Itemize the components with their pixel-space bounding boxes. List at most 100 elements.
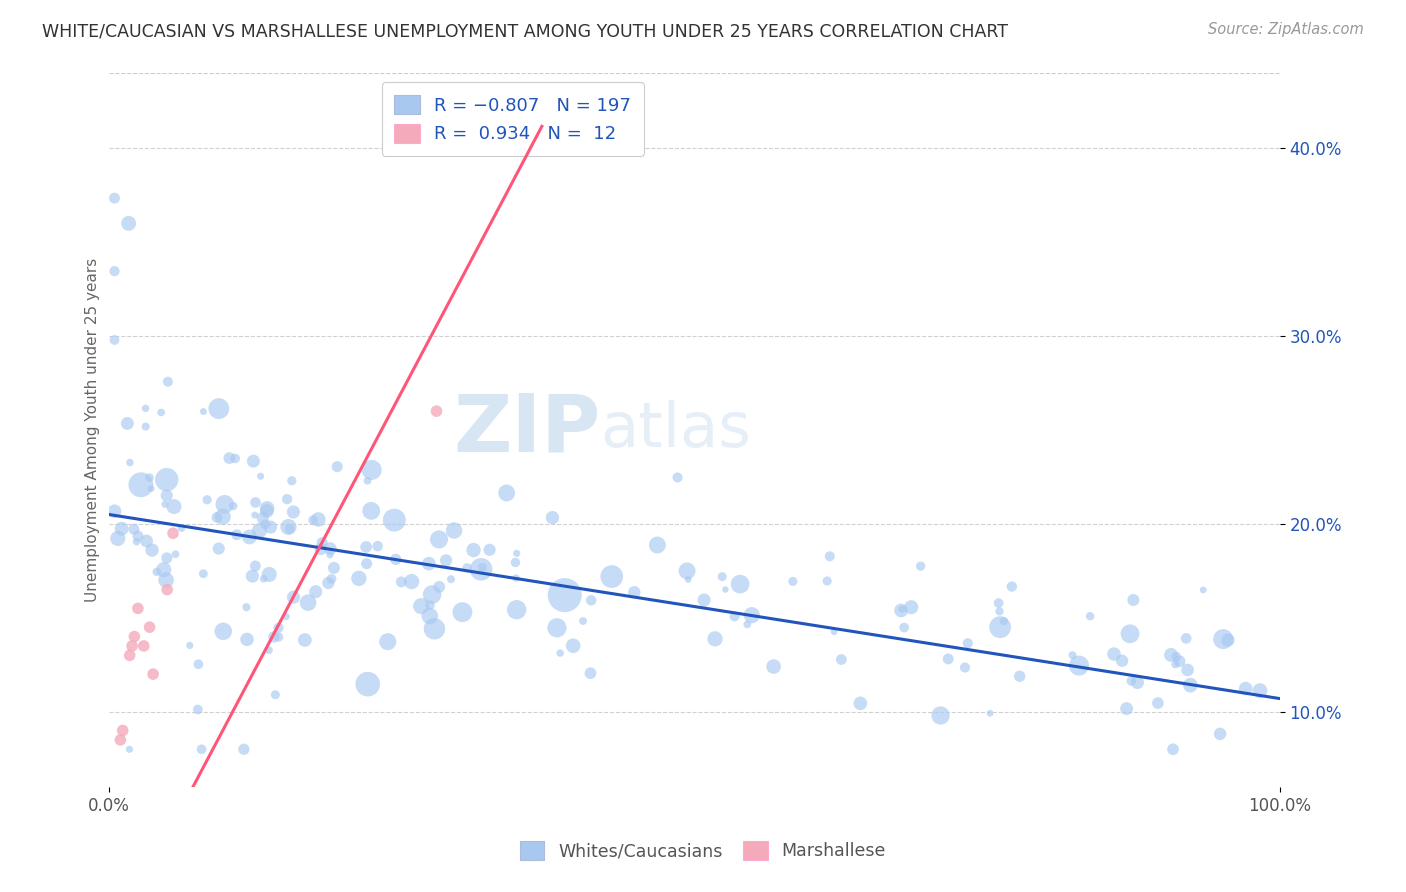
Point	[382, 513, 405, 527]
Point	[225, 527, 247, 541]
Point	[141, 482, 163, 496]
Point	[993, 614, 1015, 628]
Point	[145, 565, 167, 579]
Point	[156, 375, 179, 389]
Point	[1164, 657, 1187, 672]
Point	[463, 543, 485, 558]
Point	[193, 404, 215, 418]
Point	[307, 512, 329, 526]
Point	[135, 401, 157, 416]
Point	[218, 451, 240, 466]
Point	[297, 596, 319, 610]
Point	[1111, 654, 1133, 668]
Point	[456, 561, 478, 575]
Point	[1168, 654, 1191, 668]
Point	[103, 264, 125, 278]
Point	[562, 639, 585, 653]
Point	[782, 574, 804, 589]
Point	[259, 520, 281, 534]
Point	[205, 510, 228, 524]
Point	[704, 632, 727, 646]
Point	[360, 463, 382, 477]
Point	[900, 600, 922, 615]
Point	[162, 526, 184, 541]
Point	[127, 601, 149, 615]
Point	[138, 620, 160, 634]
Point	[257, 643, 280, 657]
Point	[170, 521, 193, 535]
Point	[163, 500, 186, 514]
Point	[678, 573, 700, 587]
Point	[737, 617, 759, 632]
Point	[122, 522, 145, 536]
Point	[249, 524, 271, 538]
Point	[470, 562, 492, 576]
Point	[741, 608, 763, 623]
Point	[318, 576, 340, 591]
Point	[1001, 580, 1024, 594]
Point	[505, 571, 527, 585]
Point	[988, 604, 1011, 618]
Point	[478, 542, 501, 557]
Point	[728, 577, 751, 591]
Point	[125, 534, 148, 549]
Point	[893, 621, 915, 635]
Point	[283, 505, 305, 519]
Point	[420, 588, 443, 602]
Point	[956, 636, 979, 650]
Point	[302, 513, 325, 527]
Point	[425, 404, 447, 418]
Point	[142, 667, 165, 681]
Point	[257, 567, 280, 582]
Point	[245, 495, 267, 509]
Point	[1078, 609, 1101, 624]
Point	[156, 582, 179, 597]
Point	[1126, 675, 1149, 690]
Point	[693, 593, 716, 607]
Point	[541, 510, 564, 524]
Point	[264, 688, 287, 702]
Point	[440, 572, 463, 586]
Point	[283, 591, 305, 605]
Point	[849, 696, 872, 710]
Point	[254, 517, 277, 532]
Point	[579, 593, 602, 607]
Point	[252, 511, 274, 525]
Point	[117, 417, 139, 431]
Point	[238, 530, 260, 544]
Point	[548, 646, 571, 660]
Point	[193, 566, 215, 581]
Point	[274, 609, 297, 624]
Point	[891, 602, 914, 616]
Point	[135, 533, 157, 548]
Point	[554, 588, 576, 602]
Point	[1175, 632, 1198, 646]
Point	[107, 532, 129, 546]
Point	[319, 548, 342, 562]
Point	[1216, 633, 1239, 648]
Point	[377, 634, 399, 648]
Point	[987, 596, 1010, 610]
Point	[294, 632, 316, 647]
Point	[988, 620, 1011, 634]
Point	[132, 639, 155, 653]
Point	[676, 564, 699, 578]
Point	[117, 216, 139, 230]
Legend: R = −0.807   N = 197, R =  0.934   N =  12: R = −0.807 N = 197, R = 0.934 N = 12	[381, 82, 644, 156]
Point	[600, 569, 623, 583]
Point	[546, 621, 568, 635]
Point	[256, 504, 278, 518]
Y-axis label: Unemployment Among Youth under 25 years: Unemployment Among Youth under 25 years	[86, 258, 100, 602]
Point	[111, 522, 134, 536]
Point	[1160, 648, 1182, 662]
Point	[666, 470, 689, 484]
Point	[276, 492, 298, 507]
Text: atlas: atlas	[600, 400, 751, 460]
Point	[953, 660, 976, 674]
Point	[505, 546, 527, 560]
Point	[311, 535, 333, 549]
Point	[153, 497, 176, 511]
Point	[124, 630, 146, 644]
Text: Source: ZipAtlas.com: Source: ZipAtlas.com	[1208, 22, 1364, 37]
Point	[195, 492, 218, 507]
